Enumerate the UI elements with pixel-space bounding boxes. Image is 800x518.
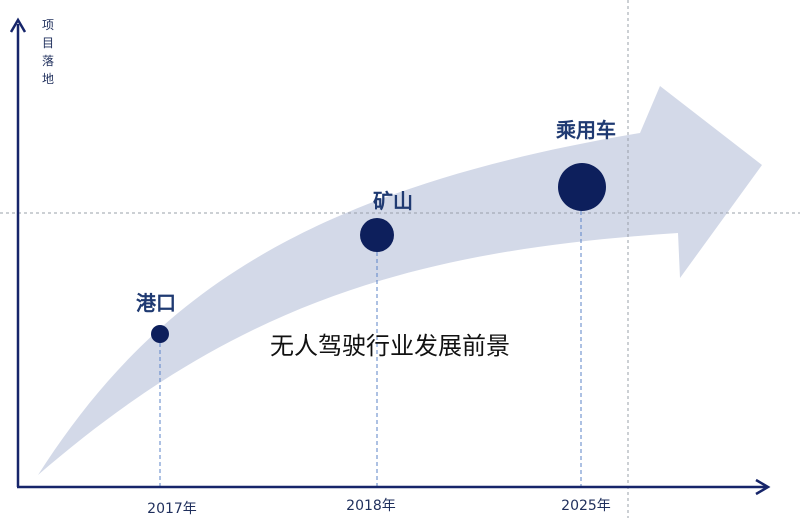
y-axis-label-char: 落 — [42, 54, 54, 68]
y-axis-label-char: 地 — [42, 72, 54, 86]
y-axis-label-char: 目 — [42, 36, 54, 50]
milestone-node-mine — [360, 218, 394, 252]
milestone-node-passenger-car — [558, 163, 606, 211]
milestone-node-port — [151, 325, 169, 343]
year-label-2018: 2018年 — [346, 498, 396, 514]
milestone-label-mine: 矿山 — [373, 189, 413, 213]
x-axis-arrowhead — [755, 478, 771, 496]
year-label-2025: 2025年 — [561, 498, 611, 514]
y-axis-label: 项 目 落 地 — [42, 18, 54, 86]
y-axis-arrowhead — [9, 17, 27, 33]
year-label-2017: 2017年 — [147, 501, 197, 517]
milestone-label-passenger-car: 乘用车 — [555, 118, 616, 142]
growth-arrow — [38, 86, 762, 475]
y-axis-label-char: 项 — [42, 18, 54, 32]
milestone-label-port: 港口 — [136, 291, 176, 315]
center-caption: 无人驾驶行业发展前景 — [270, 332, 510, 360]
